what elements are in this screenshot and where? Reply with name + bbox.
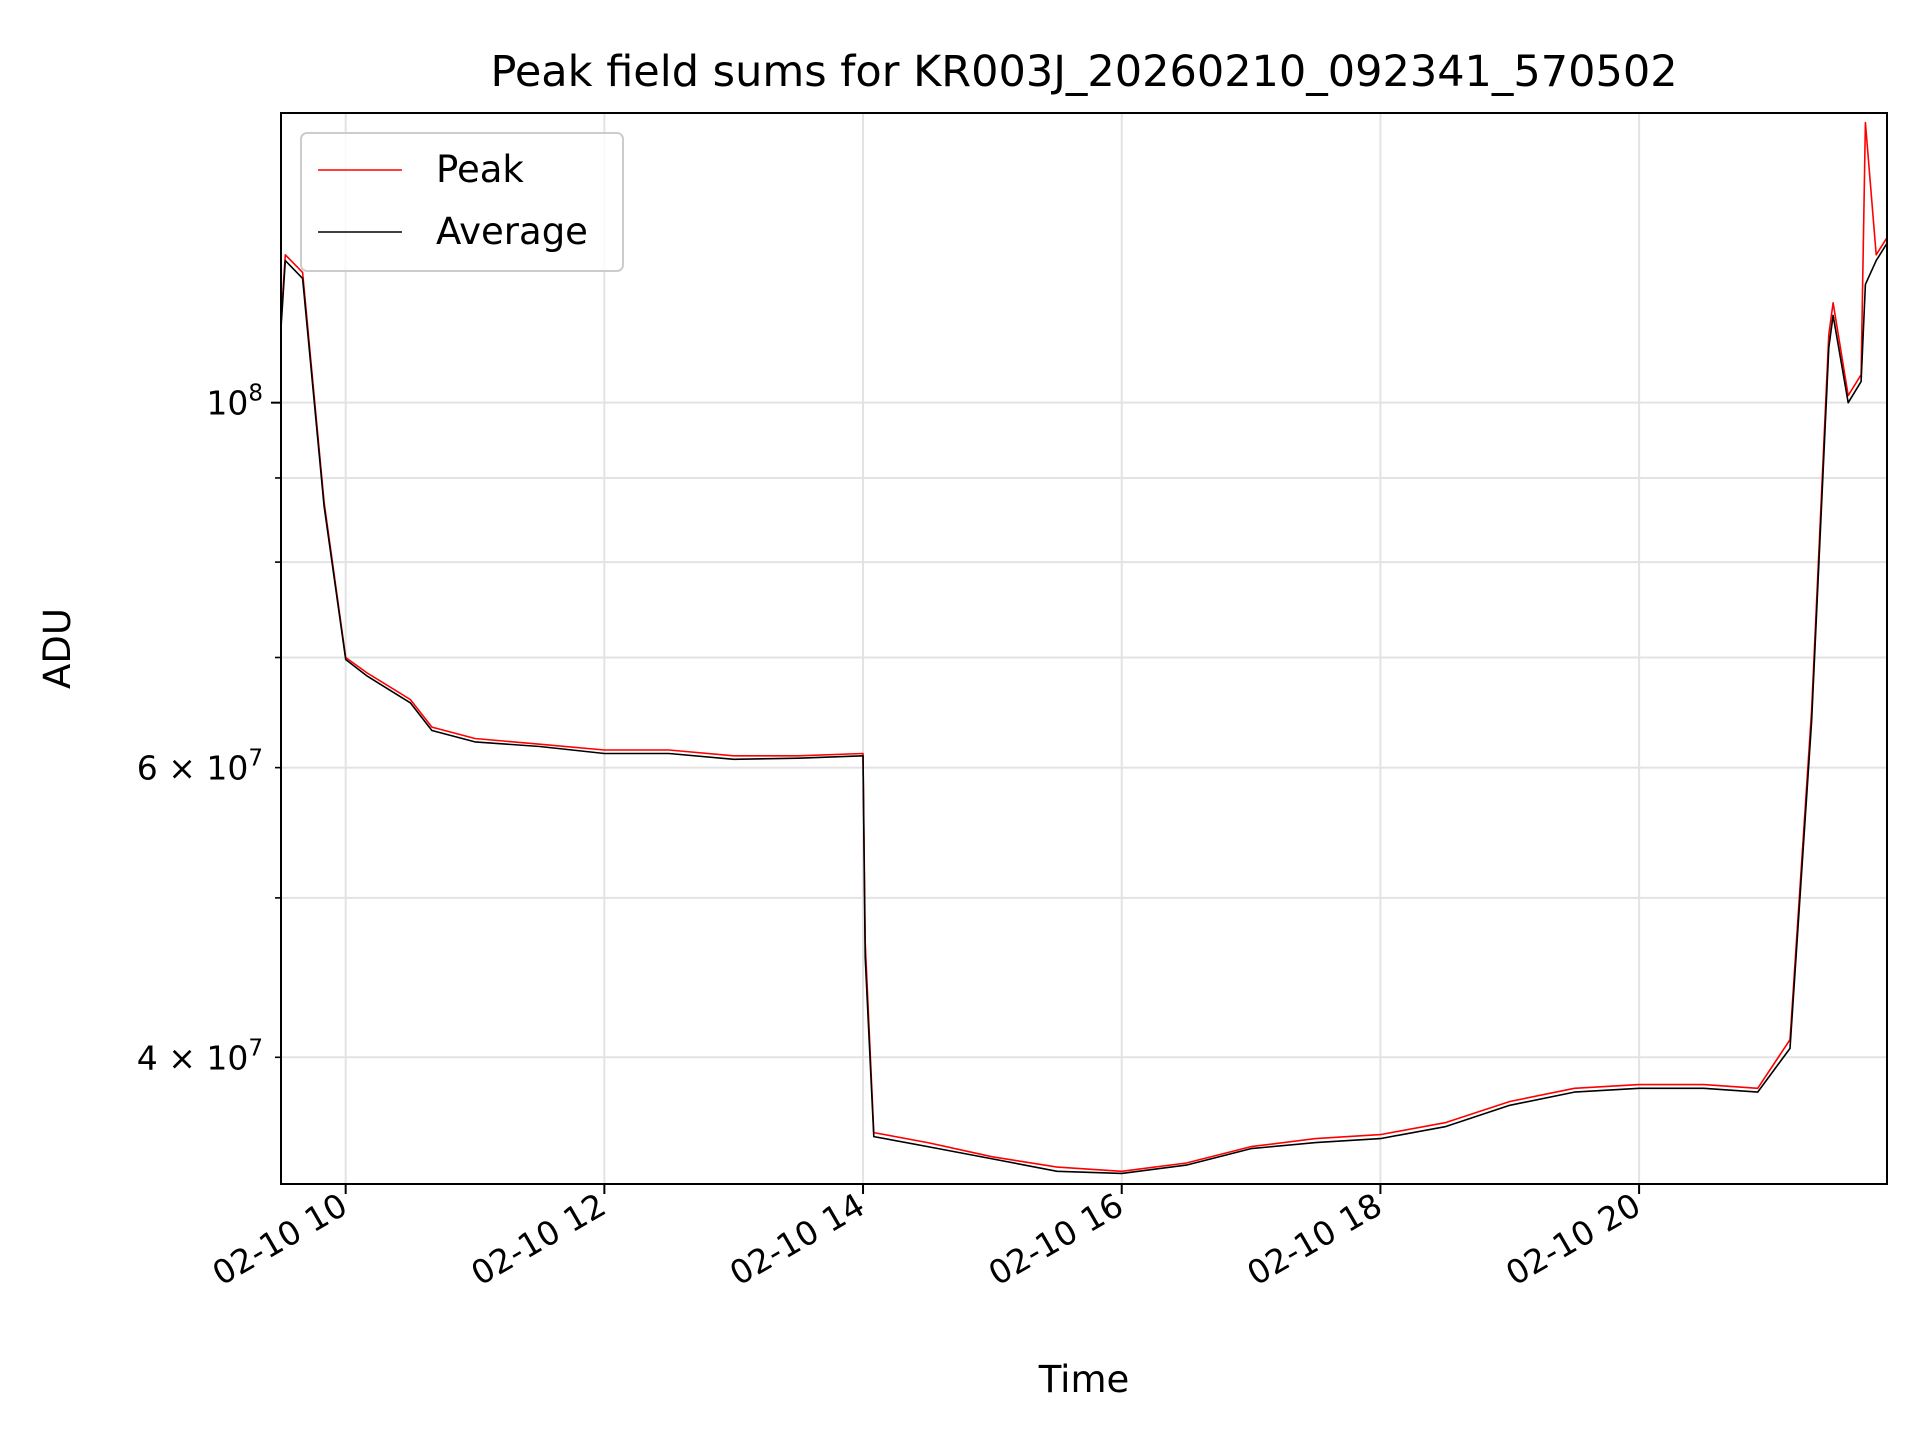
plot-frame [280, 112, 1888, 1185]
series-line-average [281, 242, 1887, 1175]
legend: Peak Average [300, 132, 624, 272]
chart-title: Peak field sums for KR003J_20260210_0923… [490, 47, 1677, 97]
x-axis-label: Time [1038, 1358, 1130, 1401]
y-tick-label: 6 × 107 [137, 746, 263, 788]
legend-box [300, 132, 624, 272]
grid [281, 113, 1887, 1184]
legend-label-peak: Peak [436, 148, 524, 191]
legend-label-average: Average [436, 210, 588, 253]
y-tick-label: 4 × 107 [137, 1035, 263, 1077]
plot-series [281, 121, 1887, 1175]
y-axis-label: ADU [36, 608, 79, 689]
y-tick-label: 108 [206, 381, 263, 423]
